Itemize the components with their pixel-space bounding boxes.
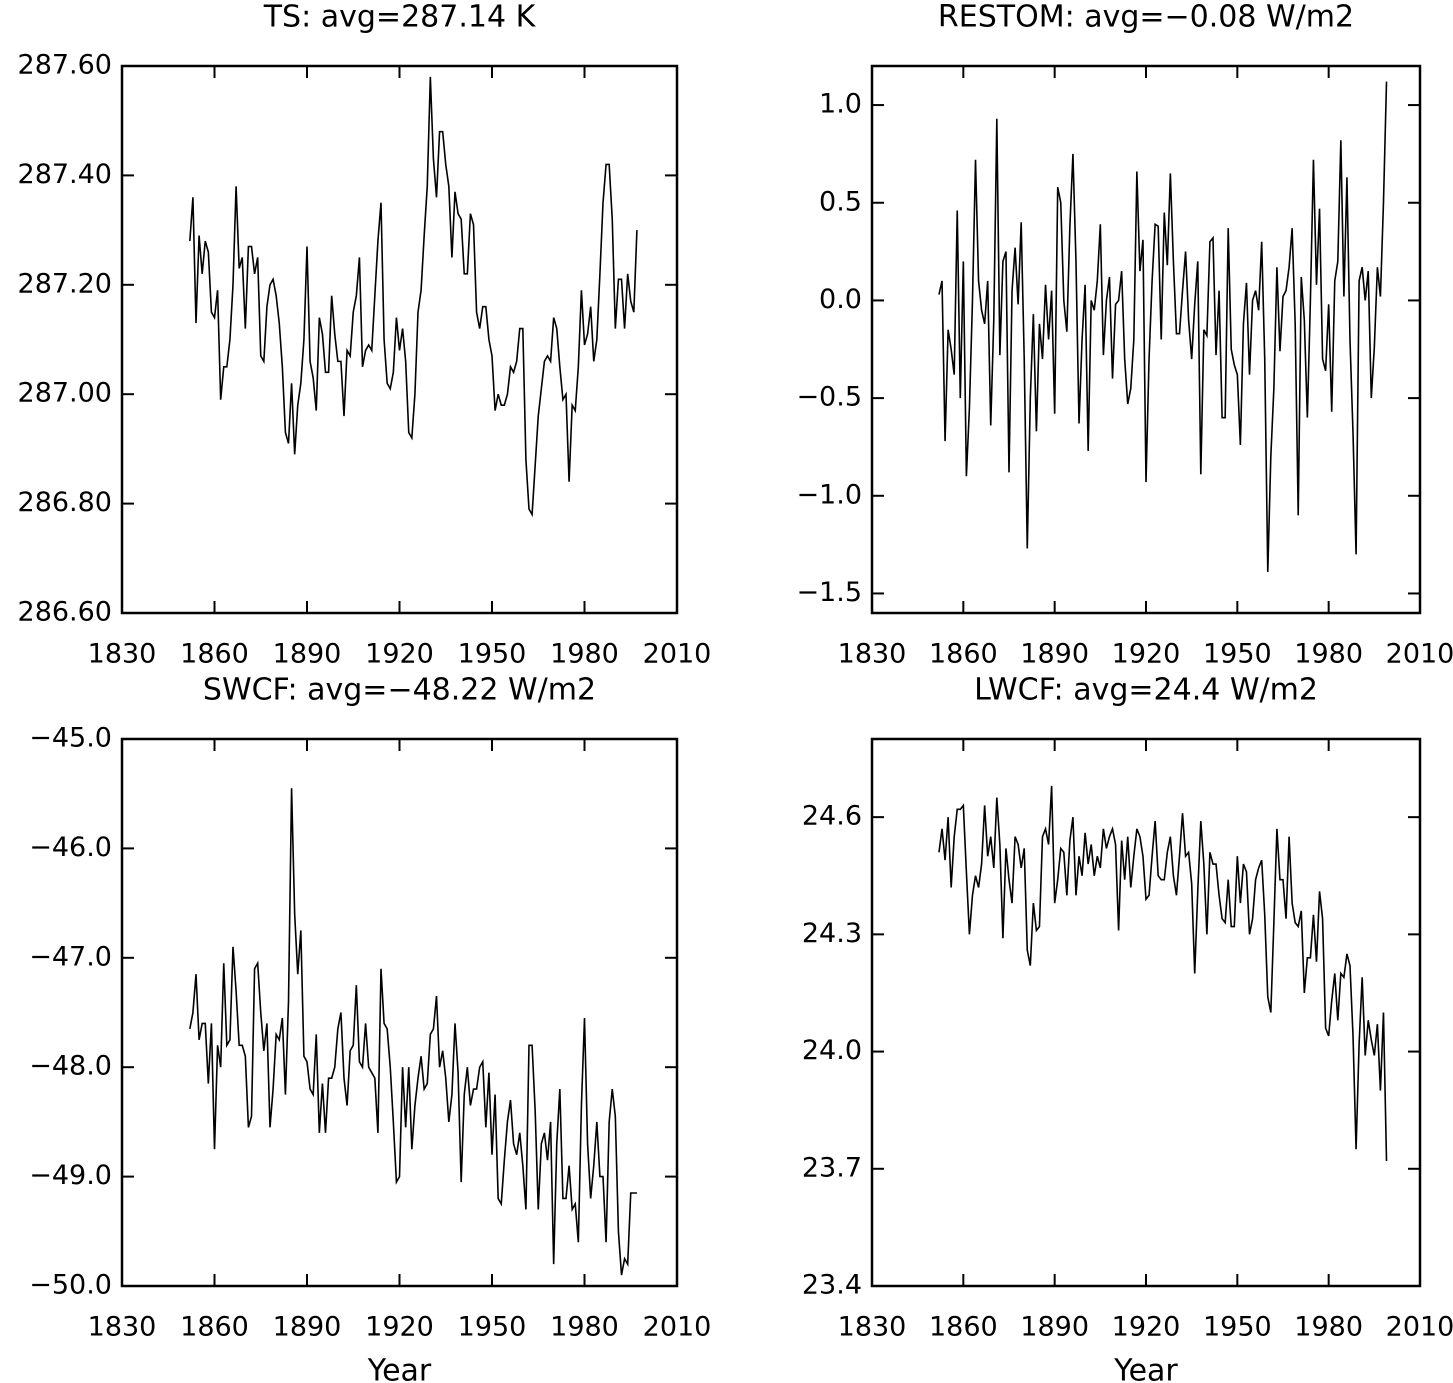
y-tick-label: 287.60 xyxy=(18,50,112,81)
y-tick-label: −49.0 xyxy=(29,1160,112,1191)
y-tick-label: 23.7 xyxy=(802,1152,862,1183)
y-tick-label: 287.00 xyxy=(18,378,112,409)
plot-frame xyxy=(870,737,1422,1288)
x-tick-label: 1830 xyxy=(88,1312,157,1343)
y-tick-label: 24.3 xyxy=(802,918,862,949)
y-tick-label: 24.6 xyxy=(802,801,862,832)
y-tick-label: 286.60 xyxy=(18,597,112,628)
plot-frame xyxy=(120,64,679,615)
y-tick-label: 1.0 xyxy=(819,89,862,120)
chart-title: LWCF: avg=24.4 W/m2 xyxy=(974,673,1318,708)
x-tick-label: 1950 xyxy=(1203,639,1272,670)
y-tick-label: 286.80 xyxy=(18,487,112,518)
x-tick-label: 1830 xyxy=(838,1312,907,1343)
x-tick-label: 1890 xyxy=(1020,1312,1089,1343)
plot-frame xyxy=(870,64,1422,615)
x-tick-label: 1890 xyxy=(273,1312,342,1343)
x-tick-label: 2010 xyxy=(1386,639,1453,670)
y-tick-label: −46.0 xyxy=(29,832,112,863)
y-tick-label: −0.5 xyxy=(796,382,862,413)
y-tick-label: 0.5 xyxy=(819,186,862,217)
x-tick-label: 1830 xyxy=(838,639,907,670)
x-tick-label: 1860 xyxy=(180,1312,249,1343)
data-line xyxy=(189,76,638,518)
y-tick-label: 287.40 xyxy=(18,159,112,190)
x-tick-label: 2010 xyxy=(1386,1312,1453,1343)
x-tick-label: 1950 xyxy=(1203,1312,1272,1343)
y-tick-label: 23.4 xyxy=(802,1270,862,1301)
x-tick-label: 1920 xyxy=(365,639,434,670)
x-axis-label: Year xyxy=(367,1354,432,1383)
x-tick-label: 1980 xyxy=(1294,1312,1363,1343)
x-tick-label: 1980 xyxy=(1294,639,1363,670)
x-tick-label: 1980 xyxy=(550,639,619,670)
x-tick-label: 1860 xyxy=(180,639,249,670)
y-tick-label: −1.0 xyxy=(796,479,862,510)
x-tick-label: 1890 xyxy=(1020,639,1089,670)
x-tick-label: 1920 xyxy=(365,1312,434,1343)
y-tick-label: 0.0 xyxy=(819,284,862,315)
y-tick-label: −47.0 xyxy=(29,941,112,972)
x-tick-label: 1830 xyxy=(88,639,157,670)
data-line xyxy=(938,785,1388,1161)
plot-frame xyxy=(120,737,679,1288)
chart-title: SWCF: avg=−48.22 W/m2 xyxy=(203,673,596,708)
x-tick-label: 1980 xyxy=(550,1312,619,1343)
data-line xyxy=(938,81,1388,572)
x-tick-label: 1860 xyxy=(929,1312,998,1343)
chart-title: TS: avg=287.14 K xyxy=(263,0,537,35)
y-tick-label: 24.0 xyxy=(802,1035,862,1066)
x-tick-label: 2010 xyxy=(643,1312,712,1343)
x-axis-label: Year xyxy=(1113,1354,1178,1383)
y-tick-label: −1.5 xyxy=(796,577,862,608)
x-tick-label: 1950 xyxy=(458,1312,527,1343)
x-tick-label: 1890 xyxy=(273,639,342,670)
y-tick-label: −48.0 xyxy=(29,1051,112,1082)
y-tick-label: 287.20 xyxy=(18,268,112,299)
x-tick-label: 1920 xyxy=(1112,1312,1181,1343)
y-tick-label: −45.0 xyxy=(29,723,112,754)
x-tick-label: 1950 xyxy=(458,639,527,670)
x-tick-label: 1920 xyxy=(1112,639,1181,670)
x-tick-label: 2010 xyxy=(643,639,712,670)
y-tick-label: −50.0 xyxy=(29,1270,112,1301)
x-tick-label: 1860 xyxy=(929,639,998,670)
data-line xyxy=(189,788,637,1276)
chart-title: RESTOM: avg=−0.08 W/m2 xyxy=(938,0,1354,35)
